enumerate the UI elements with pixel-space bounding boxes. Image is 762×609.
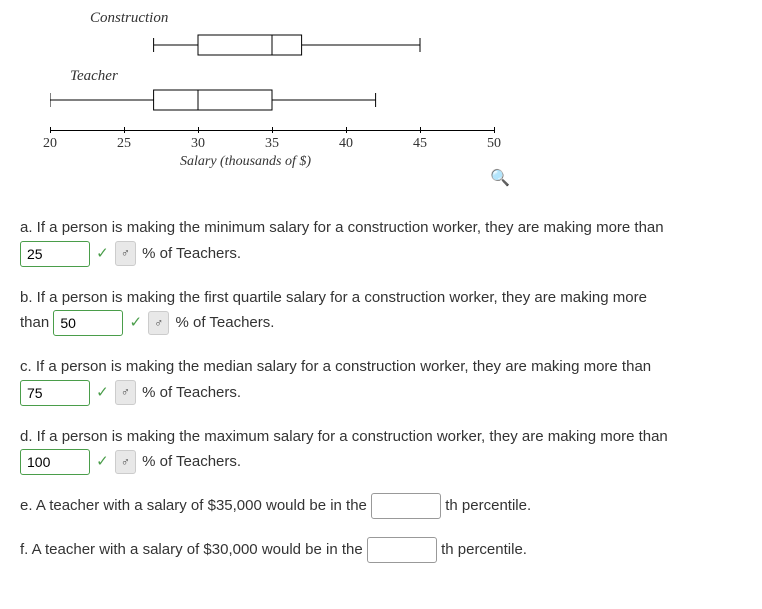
answer-input-b[interactable] bbox=[53, 310, 123, 336]
check-icon: ✓ bbox=[96, 384, 109, 401]
axis-tick-label: 30 bbox=[191, 136, 205, 152]
series-label-teacher: Teacher bbox=[70, 68, 118, 85]
sigma-badge[interactable]: ♂ bbox=[148, 311, 169, 335]
question-text: f. A teacher with a salary of $30,000 wo… bbox=[20, 541, 363, 558]
question-text: a. If a person is making the minimum sal… bbox=[20, 219, 664, 236]
answer-input-a[interactable] bbox=[20, 241, 90, 267]
question-suffix: % of Teachers. bbox=[142, 384, 241, 401]
check-icon: ✓ bbox=[96, 453, 109, 470]
answer-input-e[interactable] bbox=[371, 493, 441, 519]
question-suffix: % of Teachers. bbox=[142, 245, 241, 262]
question-suffix: % of Teachers. bbox=[175, 314, 274, 331]
question-c: c. If a person is making the median sala… bbox=[20, 354, 742, 406]
answer-input-d[interactable] bbox=[20, 449, 90, 475]
boxplot-teacher bbox=[50, 85, 550, 115]
axis-tick-label: 45 bbox=[413, 136, 427, 152]
magnify-icon[interactable]: 🔍 bbox=[490, 168, 510, 188]
boxplot-construction bbox=[50, 30, 550, 60]
question-suffix: th percentile. bbox=[445, 497, 531, 514]
question-b: b. If a person is making the first quart… bbox=[20, 285, 742, 337]
question-text: c. If a person is making the median sala… bbox=[20, 358, 651, 375]
answer-input-f[interactable] bbox=[367, 537, 437, 563]
question-text: b. If a person is making the first quart… bbox=[20, 289, 647, 306]
question-suffix: % of Teachers. bbox=[142, 453, 241, 470]
check-icon: ✓ bbox=[130, 314, 143, 331]
axis-tick-label: 20 bbox=[43, 136, 57, 152]
question-d: d. If a person is making the maximum sal… bbox=[20, 424, 742, 476]
series-label-construction: Construction bbox=[90, 10, 168, 27]
check-icon: ✓ bbox=[96, 245, 109, 262]
axis-tick-label: 50 bbox=[487, 136, 501, 152]
sigma-badge[interactable]: ♂ bbox=[115, 380, 136, 404]
question-text: e. A teacher with a salary of $35,000 wo… bbox=[20, 497, 367, 514]
axis-tick-label: 40 bbox=[339, 136, 353, 152]
question-than: than bbox=[20, 314, 49, 331]
answer-input-c[interactable] bbox=[20, 380, 90, 406]
axis-tick-label: 35 bbox=[265, 136, 279, 152]
x-axis-title: Salary (thousands of $) bbox=[180, 154, 311, 170]
axis-tick-label: 25 bbox=[117, 136, 131, 152]
question-e: e. A teacher with a salary of $35,000 wo… bbox=[20, 493, 742, 519]
question-suffix: th percentile. bbox=[441, 541, 527, 558]
question-f: f. A teacher with a salary of $30,000 wo… bbox=[20, 537, 742, 563]
question-text: d. If a person is making the maximum sal… bbox=[20, 428, 668, 445]
sigma-badge[interactable]: ♂ bbox=[115, 241, 136, 265]
sigma-badge[interactable]: ♂ bbox=[115, 450, 136, 474]
boxplot-chart: Construction Teacher 20 25 30 35 40 45 5… bbox=[50, 10, 742, 190]
question-a: a. If a person is making the minimum sal… bbox=[20, 215, 742, 267]
